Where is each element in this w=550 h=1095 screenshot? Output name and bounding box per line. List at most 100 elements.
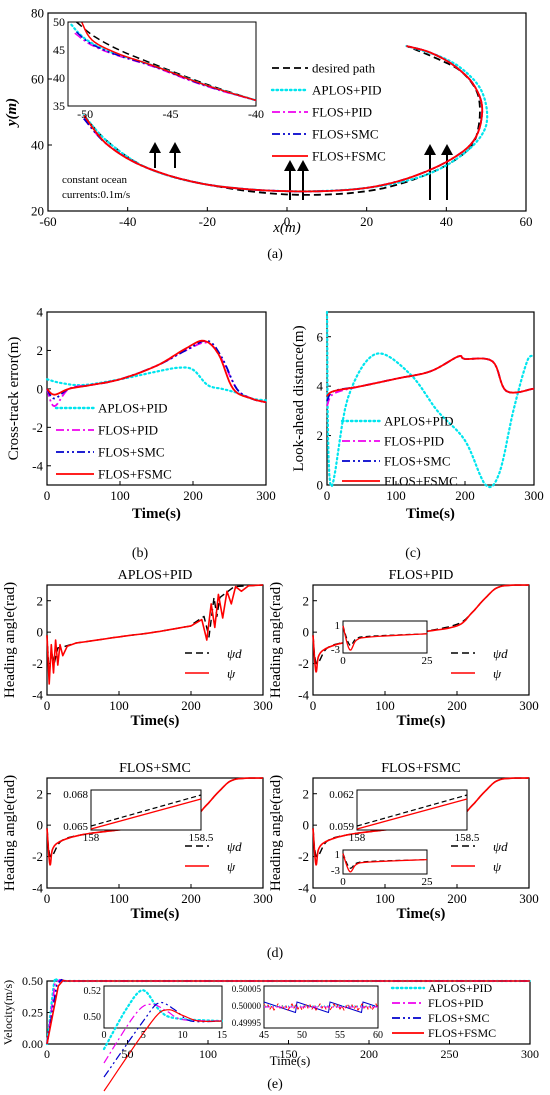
panel-d-inset-xtick: 0 — [340, 655, 346, 667]
panel-d-inset-ytick: 1 — [335, 849, 341, 861]
inset-psi — [356, 798, 468, 830]
panel-c-legend-entry: APLOS+PID — [384, 414, 453, 429]
panel-e-inset1-ytick: 0.52 — [84, 986, 102, 997]
heading-actual — [46, 584, 264, 685]
inset-flosfsmc — [81, 21, 257, 102]
panel-a-inset-ytick: 45 — [53, 43, 65, 57]
panel-d-x-tick-label: 100 — [109, 698, 129, 713]
panel-a-legend-entry: FLOS+SMC — [312, 127, 379, 142]
panel-c-x-tick-label: 200 — [455, 488, 475, 503]
panel-d-inset-ytick: 0.065 — [63, 821, 88, 833]
panel-e-inset2-xtick: 55 — [335, 1030, 345, 1041]
panel-e-y-tick-label: 0.50 — [22, 974, 43, 988]
panel-a-y-tick-label: 60 — [31, 72, 44, 87]
panel-a-y-tick-label: 80 — [31, 6, 44, 21]
panel-e-inset1-ytick: 0.50 — [84, 1012, 102, 1023]
panel-d-xlabel: Time(s) — [131, 713, 180, 729]
lad-flosfsmc — [326, 355, 535, 397]
panel-d-inset-ytick: 0.059 — [329, 821, 354, 833]
panel-a-legend-entry: desired path — [312, 61, 376, 76]
panel-d-y-tick-label: 0 — [303, 625, 310, 640]
lad-flospid — [326, 355, 535, 407]
inset2-flosfsmc — [263, 1003, 379, 1011]
panel-d-x-tick-label: 300 — [253, 698, 273, 713]
panel-d-x-tick-label: 0 — [44, 891, 51, 906]
panel-d-inset-ytick: 1 — [335, 620, 341, 632]
panel-c-x-tick-label: 100 — [386, 488, 406, 503]
panel-d-inset-xtick: 25 — [422, 876, 434, 888]
panel-b-legend-entry: FLOS+SMC — [98, 445, 165, 460]
panel-d-inset-xtick: 158.5 — [455, 832, 480, 844]
panel-e-xlabel: Time(s) — [270, 1053, 311, 1068]
panel-e-inset2-xtick: 60 — [373, 1030, 383, 1041]
panel-d-inset-xtick: 158 — [349, 832, 366, 844]
panel-a-x-tick-label: 40 — [440, 214, 453, 229]
path-aplos — [82, 44, 489, 193]
panel-d-ylabel: Heading angle(rad) — [2, 775, 18, 891]
panel-a-x-tick-label: 20 — [360, 214, 373, 229]
panel-d-y-tick-label: 0 — [37, 625, 44, 640]
panel-d-title: APLOS+PID — [118, 568, 193, 583]
panel-b-y-tick-label: 4 — [37, 305, 44, 320]
panel-d-x-tick-label: 300 — [519, 698, 539, 713]
panel-e-legend-entry: FLOS+FSMC — [428, 1026, 496, 1040]
panel-b-x-tick-label: 300 — [256, 488, 276, 503]
panel-b-x-tick-label: 100 — [110, 488, 130, 503]
panel-d-y-tick-label: -2 — [298, 849, 309, 864]
panel-c-y-tick-label: 2 — [317, 428, 324, 443]
panel-d-xlabel: Time(s) — [397, 906, 446, 922]
lad-flossmc — [326, 355, 535, 402]
panel-d-ylabel: Heading angle(rad) — [268, 582, 284, 698]
panel-c-legend-entry: FLOS+SMC — [384, 454, 451, 469]
inset2-flossmc — [263, 1001, 379, 1014]
panel-a-legend-entry: FLOS+PID — [312, 105, 372, 120]
panel-e-legend-entry: FLOS+PID — [428, 996, 484, 1010]
panel-a-y-tick-label: 20 — [31, 204, 44, 219]
panel-d-y-tick-label: -4 — [298, 881, 309, 896]
legend-psi: ψ — [493, 859, 502, 874]
cte-flosfsmc — [46, 339, 267, 404]
panel-d-y-tick-label: -2 — [32, 849, 43, 864]
panel-d-x-tick-label: 300 — [253, 891, 273, 906]
panel-d-ylabel: Heading angle(rad) — [268, 775, 284, 891]
panel-e-inset2-xtick: 50 — [297, 1030, 307, 1041]
current-arrow-head — [441, 144, 453, 155]
panel-a-x-tick-label: -20 — [199, 214, 216, 229]
panel-e-inset1-xtick: 0 — [102, 1030, 107, 1041]
panel-e-x-tick-label: 0 — [44, 1047, 50, 1061]
panel-a-inset-ytick: 35 — [53, 99, 65, 113]
legend-psid: ψd — [493, 646, 508, 661]
panel-c-legend-entry: FLOS+FSMC — [384, 474, 458, 489]
panel-c-x-tick-label: 300 — [524, 488, 544, 503]
inset1-flossmc — [103, 1001, 223, 1078]
panel-d-ylabel: Heading angle(rad) — [2, 582, 18, 698]
legend-psi: ψ — [493, 666, 502, 681]
current-annotation: currents:0.1m/s — [62, 189, 130, 201]
heading-desired — [46, 584, 264, 676]
panel-d-inset-ytick: -3 — [331, 865, 341, 877]
inset1-flosfsmc — [103, 1009, 223, 1092]
panel-d-inset-frame — [356, 789, 468, 831]
panel-a-x-tick-label: -60 — [39, 214, 56, 229]
panel-b-y-tick-label: 2 — [37, 343, 44, 358]
panel-d-inset-ytick: -3 — [331, 644, 341, 656]
panel-a-inset-lines — [70, 21, 258, 102]
panel-c-y-tick-label: 6 — [317, 329, 324, 344]
panel-d-y-tick-label: -2 — [298, 656, 309, 671]
panel-d-y-tick-label: 2 — [303, 786, 310, 801]
panel-d-title: FLOS+FSMC — [381, 761, 461, 776]
panel-a-x-tick-label: 0 — [284, 214, 291, 229]
panel-d-x-tick-label: 300 — [519, 891, 539, 906]
legend-psi: ψ — [227, 666, 236, 681]
panel-b-legend-entry: FLOS+FSMC — [98, 467, 172, 482]
panel-e-x-tick-label: 300 — [521, 1047, 539, 1061]
panel-d-inset-ytick: 0.062 — [329, 789, 354, 801]
current-arrow-head — [284, 160, 296, 171]
panel-b-xlabel: Time(s) — [132, 506, 181, 522]
panel-d-inset-ytick: 0.068 — [63, 789, 88, 801]
panel-d-x-tick-label: 200 — [181, 698, 201, 713]
current-arrow-head — [297, 160, 309, 171]
panel-d-inset-xtick: 25 — [422, 655, 434, 667]
panel-d-x-tick-label: 200 — [447, 891, 467, 906]
